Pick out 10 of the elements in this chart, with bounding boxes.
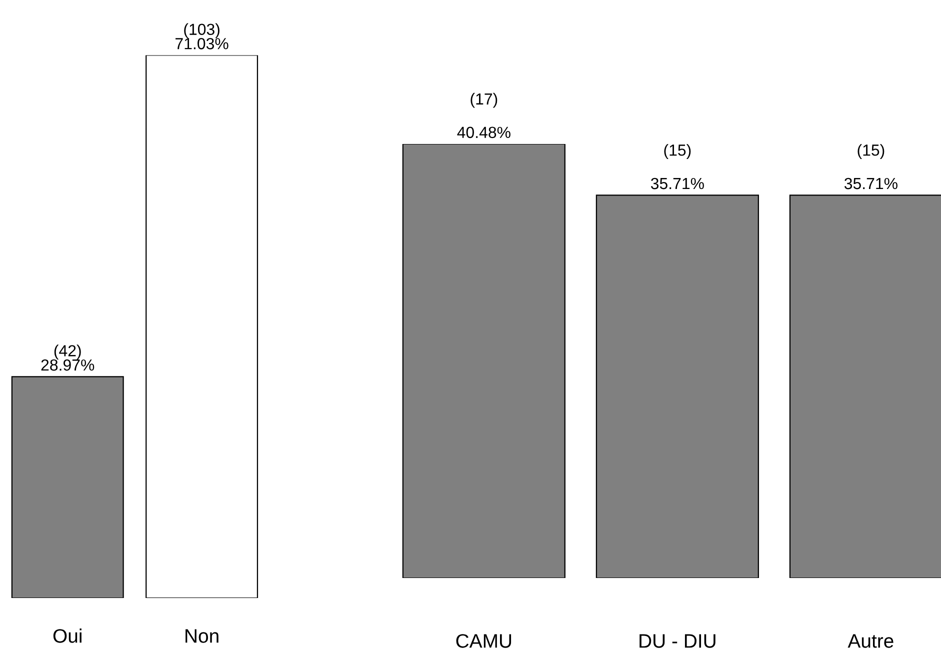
x-tick-label: DU - DIU xyxy=(640,634,716,648)
x-tick-label: Non xyxy=(186,629,218,643)
data-label: (15) 35.71% xyxy=(844,144,898,190)
data-label: (17) 40.48% xyxy=(457,92,510,138)
x-tick-label: Autre xyxy=(848,634,894,648)
data-label: (42) 28.97% xyxy=(41,344,94,371)
data-label: (15) 35.71% xyxy=(650,144,704,190)
data-label: (103) 71.03% xyxy=(176,23,228,50)
x-tick-label: CAMU xyxy=(456,634,512,648)
x-tick-label: Oui xyxy=(53,628,82,643)
